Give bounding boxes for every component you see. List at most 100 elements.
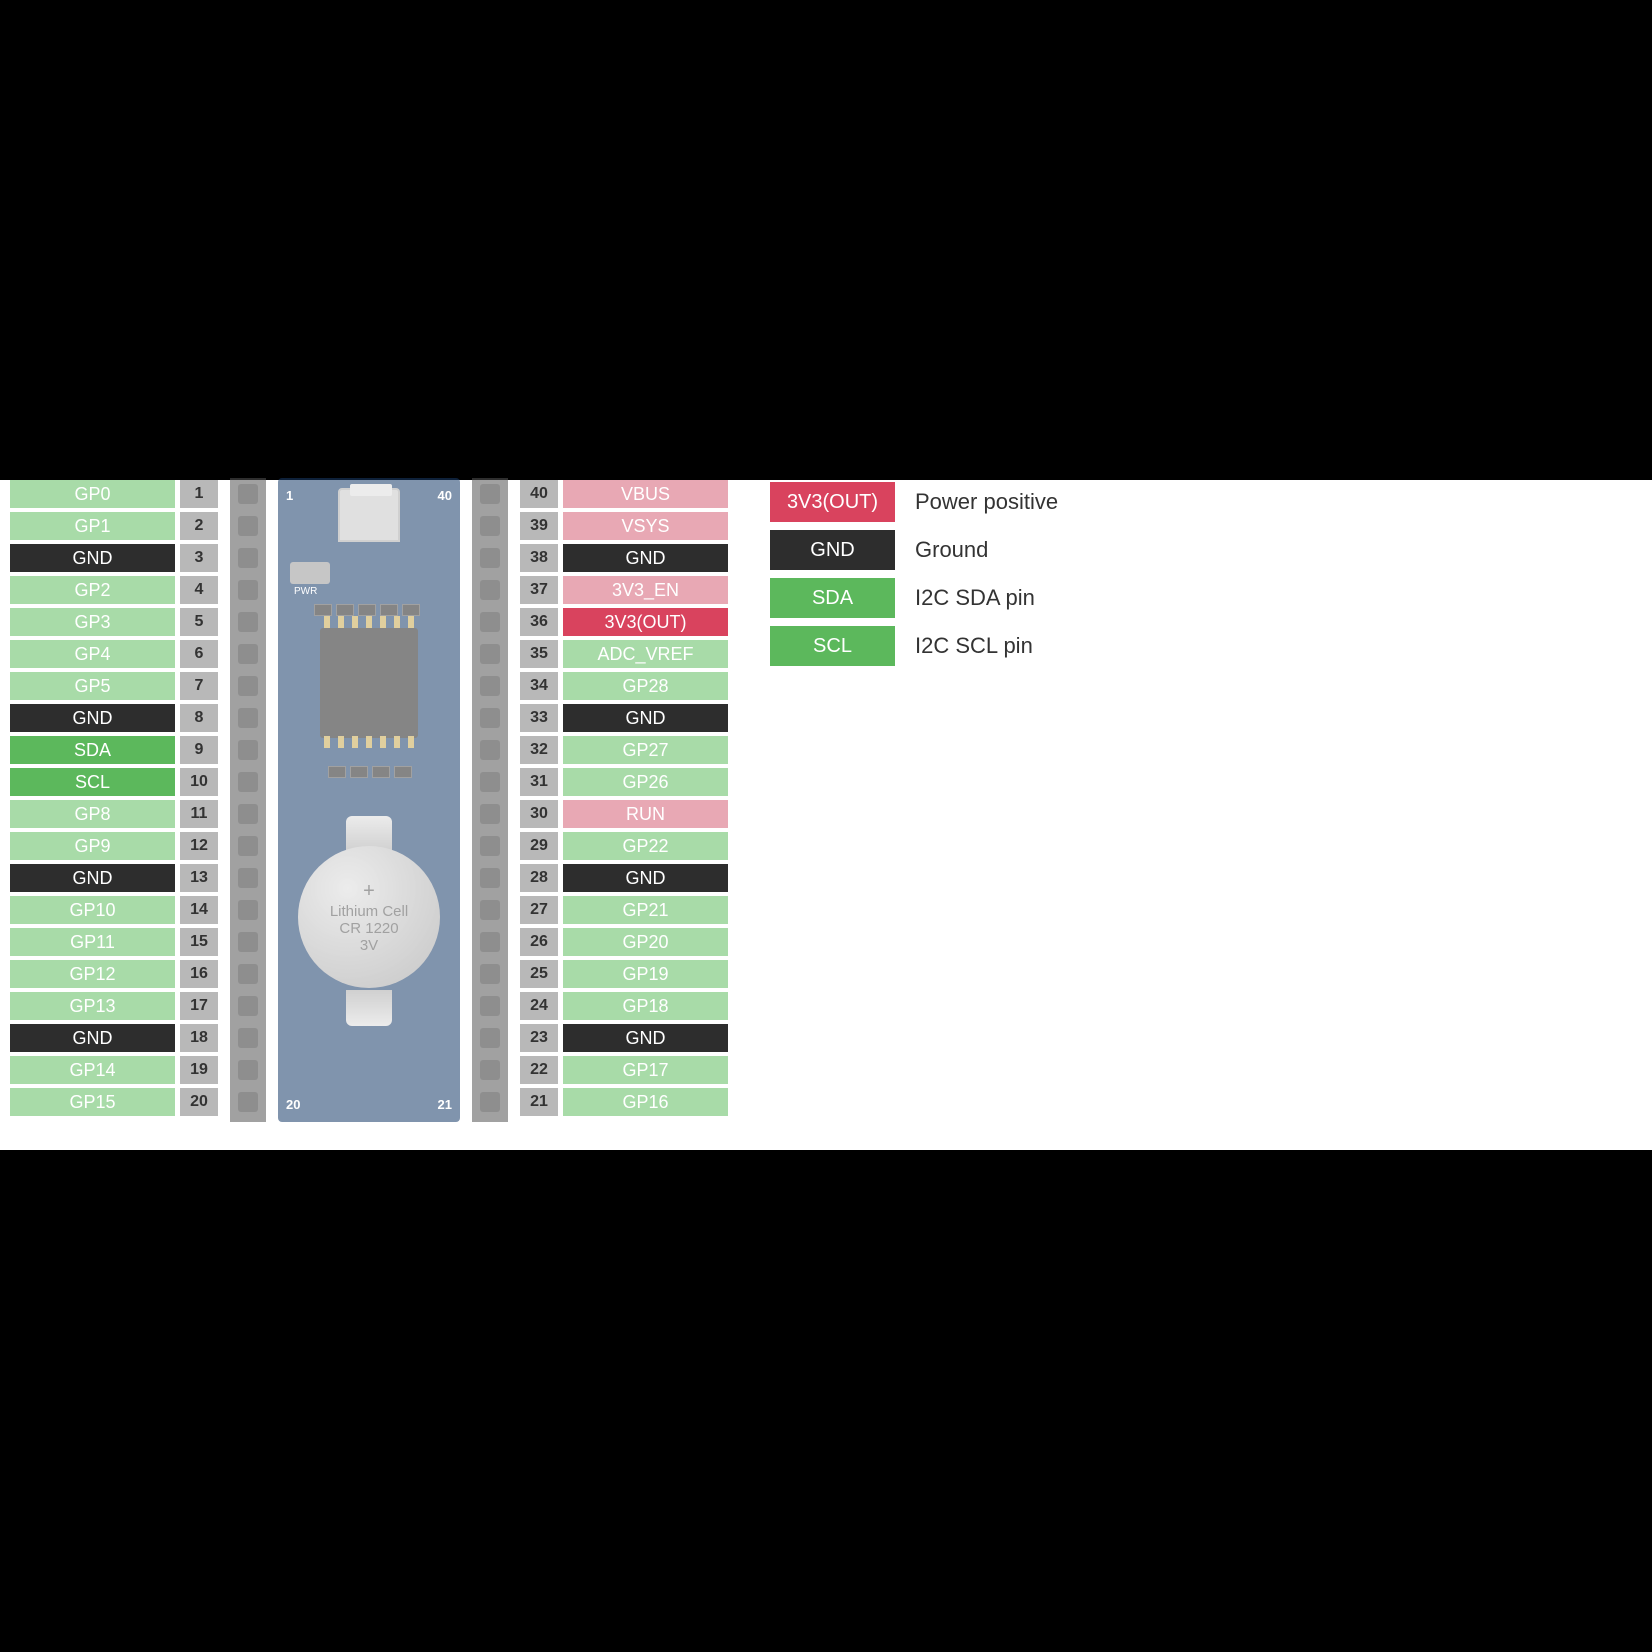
left-num-2: 2 <box>180 512 218 540</box>
header-hole <box>480 932 500 952</box>
pcb: 1 40 20 21 PWR <box>278 478 460 1122</box>
smd-row-1 <box>314 604 420 616</box>
legend-swatch-0: 3V3(OUT) <box>770 482 895 522</box>
right-num-29: 29 <box>520 832 558 860</box>
pcb-num-21: 21 <box>438 1097 452 1112</box>
right-pin-29: GP22 <box>563 832 728 860</box>
right-num-22: 22 <box>520 1056 558 1084</box>
header-hole <box>480 900 500 920</box>
left-num-16: 16 <box>180 960 218 988</box>
left-pin-10: SCL <box>10 768 175 796</box>
battery-text-3: 3V <box>360 937 378 954</box>
header-hole <box>238 644 258 664</box>
right-pin-37: 3V3_EN <box>563 576 728 604</box>
battery-clip-bot-icon <box>346 990 392 1026</box>
header-hole <box>238 996 258 1016</box>
right-num-38: 38 <box>520 544 558 572</box>
smd-row-2 <box>328 766 412 778</box>
left-pin-9: SDA <box>10 736 175 764</box>
left-pin-labels: GP0GP1GNDGP2GP3GP4GP5GNDSDASCLGP8GP9GNDG… <box>10 480 175 1120</box>
right-pin-25: GP19 <box>563 960 728 988</box>
right-pin-labels: VBUSVSYSGND3V3_EN3V3(OUT)ADC_VREFGP28GND… <box>563 480 728 1120</box>
left-pin-1: GP0 <box>10 480 175 508</box>
header-hole <box>480 868 500 888</box>
header-hole <box>480 580 500 600</box>
left-pin-8: GND <box>10 704 175 732</box>
legend-row-3: SCLI2C SCL pin <box>770 624 1270 668</box>
left-num-14: 14 <box>180 896 218 924</box>
right-num-35: 35 <box>520 640 558 668</box>
left-pin-15: GP11 <box>10 928 175 956</box>
header-hole <box>238 548 258 568</box>
right-num-36: 36 <box>520 608 558 636</box>
left-num-10: 10 <box>180 768 218 796</box>
right-num-23: 23 <box>520 1024 558 1052</box>
left-num-15: 15 <box>180 928 218 956</box>
legend-row-1: GNDGround <box>770 528 1270 572</box>
left-num-3: 3 <box>180 544 218 572</box>
right-num-39: 39 <box>520 512 558 540</box>
left-pin-17: GP13 <box>10 992 175 1020</box>
left-pin-3: GND <box>10 544 175 572</box>
header-hole <box>238 580 258 600</box>
left-num-4: 4 <box>180 576 218 604</box>
right-pin-23: GND <box>563 1024 728 1052</box>
header-hole <box>238 740 258 760</box>
right-pin-22: GP17 <box>563 1056 728 1084</box>
right-pin-39: VSYS <box>563 512 728 540</box>
pwr-label: PWR <box>294 586 317 597</box>
header-hole <box>480 676 500 696</box>
header-hole <box>480 484 500 504</box>
pcb-num-1: 1 <box>286 488 293 503</box>
right-pin-34: GP28 <box>563 672 728 700</box>
right-num-34: 34 <box>520 672 558 700</box>
header-hole <box>238 804 258 824</box>
header-hole <box>480 612 500 632</box>
header-hole <box>480 1092 500 1112</box>
left-num-7: 7 <box>180 672 218 700</box>
right-num-25: 25 <box>520 960 558 988</box>
header-hole <box>238 1092 258 1112</box>
left-num-17: 17 <box>180 992 218 1020</box>
header-hole <box>480 708 500 728</box>
header-hole <box>238 868 258 888</box>
left-pin-7: GP5 <box>10 672 175 700</box>
header-hole <box>238 964 258 984</box>
header-hole <box>480 964 500 984</box>
header-hole <box>238 516 258 536</box>
header-hole <box>238 612 258 632</box>
legend-text-2: I2C SDA pin <box>915 585 1035 611</box>
header-hole <box>480 1060 500 1080</box>
right-num-32: 32 <box>520 736 558 764</box>
right-pin-28: GND <box>563 864 728 892</box>
right-pin-26: GP20 <box>563 928 728 956</box>
right-num-21: 21 <box>520 1088 558 1116</box>
legend-row-2: SDA I2C SDA pin <box>770 576 1270 620</box>
battery-plus-icon: + <box>363 880 375 903</box>
left-header-strip <box>230 478 266 1122</box>
header-hole <box>480 804 500 824</box>
left-pin-16: GP12 <box>10 960 175 988</box>
legend-swatch-2: SDA <box>770 578 895 618</box>
left-pin-13: GND <box>10 864 175 892</box>
right-pin-33: GND <box>563 704 728 732</box>
header-hole <box>480 772 500 792</box>
right-num-33: 33 <box>520 704 558 732</box>
legend-swatch-1: GND <box>770 530 895 570</box>
right-pin-38: GND <box>563 544 728 572</box>
usb-connector-icon <box>338 488 400 542</box>
header-hole <box>238 484 258 504</box>
header-hole <box>238 1060 258 1080</box>
left-pin-19: GP14 <box>10 1056 175 1084</box>
pcb-num-40: 40 <box>438 488 452 503</box>
right-header-strip <box>472 478 508 1122</box>
header-hole <box>238 836 258 856</box>
battery-holder: + Lithium Cell CR 1220 3V <box>298 826 440 1016</box>
header-hole <box>480 516 500 536</box>
right-pin-40: VBUS <box>563 480 728 508</box>
pcb-num-20: 20 <box>286 1097 300 1112</box>
header-hole <box>480 996 500 1016</box>
left-pin-11: GP8 <box>10 800 175 828</box>
header-hole <box>238 708 258 728</box>
right-pin-32: GP27 <box>563 736 728 764</box>
